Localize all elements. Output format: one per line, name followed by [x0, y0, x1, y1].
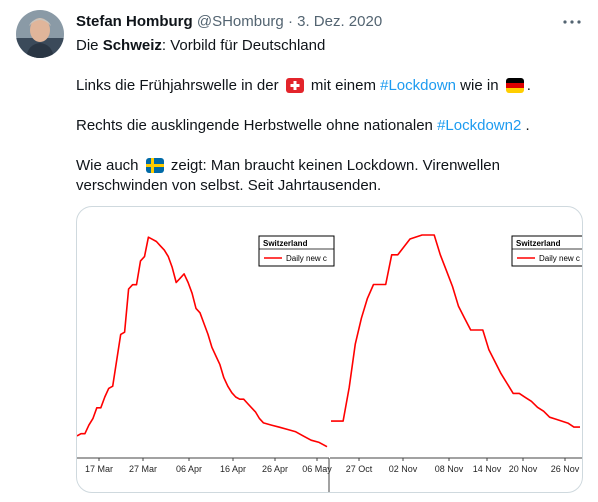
tweet-line-1: Die Schweiz: Vorbild für Deutschland: [76, 36, 586, 56]
text-segment: .: [521, 117, 530, 134]
tweet-line-3: Rechts die ausklingende Herbstwelle ohne…: [76, 116, 586, 136]
swedish-flag-icon: [145, 158, 164, 173]
series-line: [77, 236, 328, 448]
text-segment: Wie auch: [76, 157, 143, 174]
text-segment: Links die Frühjahrswelle in der: [76, 77, 283, 94]
legend-box: [258, 235, 335, 267]
x-tick-label: 20 Nov: [509, 464, 538, 474]
tweet-media-image[interactable]: 17 Mar 27 Mar 06 Apr 16 Apr 26 Apr 06 May Swit…: [76, 206, 583, 493]
series-line: [331, 234, 580, 428]
x-tick-label: 17 Mar: [85, 464, 113, 474]
tweet-text: Die Schweiz: Vorbild für Deutschland Lin…: [76, 36, 586, 196]
hashtag-lockdown-link[interactable]: #Lockdown: [380, 77, 457, 94]
tweet-date[interactable]: 3. Dez. 2020: [297, 13, 383, 30]
text-segment: zeigt: Man braucht keinen Lockdown. Vire…: [166, 157, 500, 174]
tweet-header: Stefan Homburg @SHomburg · 3. Dez. 2020: [76, 12, 382, 32]
x-tick-label: 16 Apr: [220, 464, 246, 474]
x-tick-label: 26 Nov: [551, 464, 580, 474]
bold-text: Schweiz: [102, 37, 162, 54]
x-tick-label: 27 Oct: [346, 464, 373, 474]
meta-separator: ·: [283, 13, 298, 30]
x-tick-label: 06 Apr: [176, 464, 202, 474]
legend-box: [511, 235, 582, 267]
x-tick-label: 27 Mar: [129, 464, 157, 474]
text-segment: wie in: [456, 77, 503, 94]
chart-pair: 17 Mar 27 Mar 06 Apr 16 Apr 26 Apr 06 May Swit…: [77, 234, 582, 492]
hashtag-lockdown2-link[interactable]: #Lockdown2: [437, 117, 522, 134]
tweet-line-2: Links die Frühjahrswelle in der mit eine…: [76, 76, 586, 96]
tweet-line-4: Wie auch zeigt: Man braucht keinen Lockd…: [76, 156, 586, 176]
legend-label: Daily new c: [286, 254, 327, 263]
swiss-flag-icon: [285, 78, 304, 93]
x-tick-label: 26 Apr: [262, 464, 288, 474]
legend-title: Switzerland: [263, 239, 308, 248]
x-tick-label: 02 Nov: [389, 464, 418, 474]
legend-title: Switzerland: [516, 239, 561, 248]
x-tick-label: 14 Nov: [473, 464, 502, 474]
x-tick-label: 08 Nov: [435, 464, 464, 474]
text-segment: .: [526, 77, 531, 94]
text-segment: Rechts die ausklingende Herbstwelle ohne…: [76, 117, 438, 134]
text-segment: Die: [76, 37, 103, 54]
x-tick-label: 06 May: [302, 464, 332, 474]
author-name[interactable]: Stefan Homburg: [76, 13, 193, 30]
text-segment: mit einem: [306, 77, 381, 94]
author-avatar[interactable]: [16, 10, 64, 58]
tweet-line-5: verschwinden von selbst. Seit Jahrtausen…: [76, 177, 382, 194]
author-handle[interactable]: @SHomburg: [196, 13, 284, 30]
legend-label: Daily new c: [539, 254, 580, 263]
text-segment: : Vorbild für Deutschland: [161, 37, 326, 54]
more-dots-icon[interactable]: [560, 10, 584, 34]
german-flag-icon: [505, 78, 524, 93]
